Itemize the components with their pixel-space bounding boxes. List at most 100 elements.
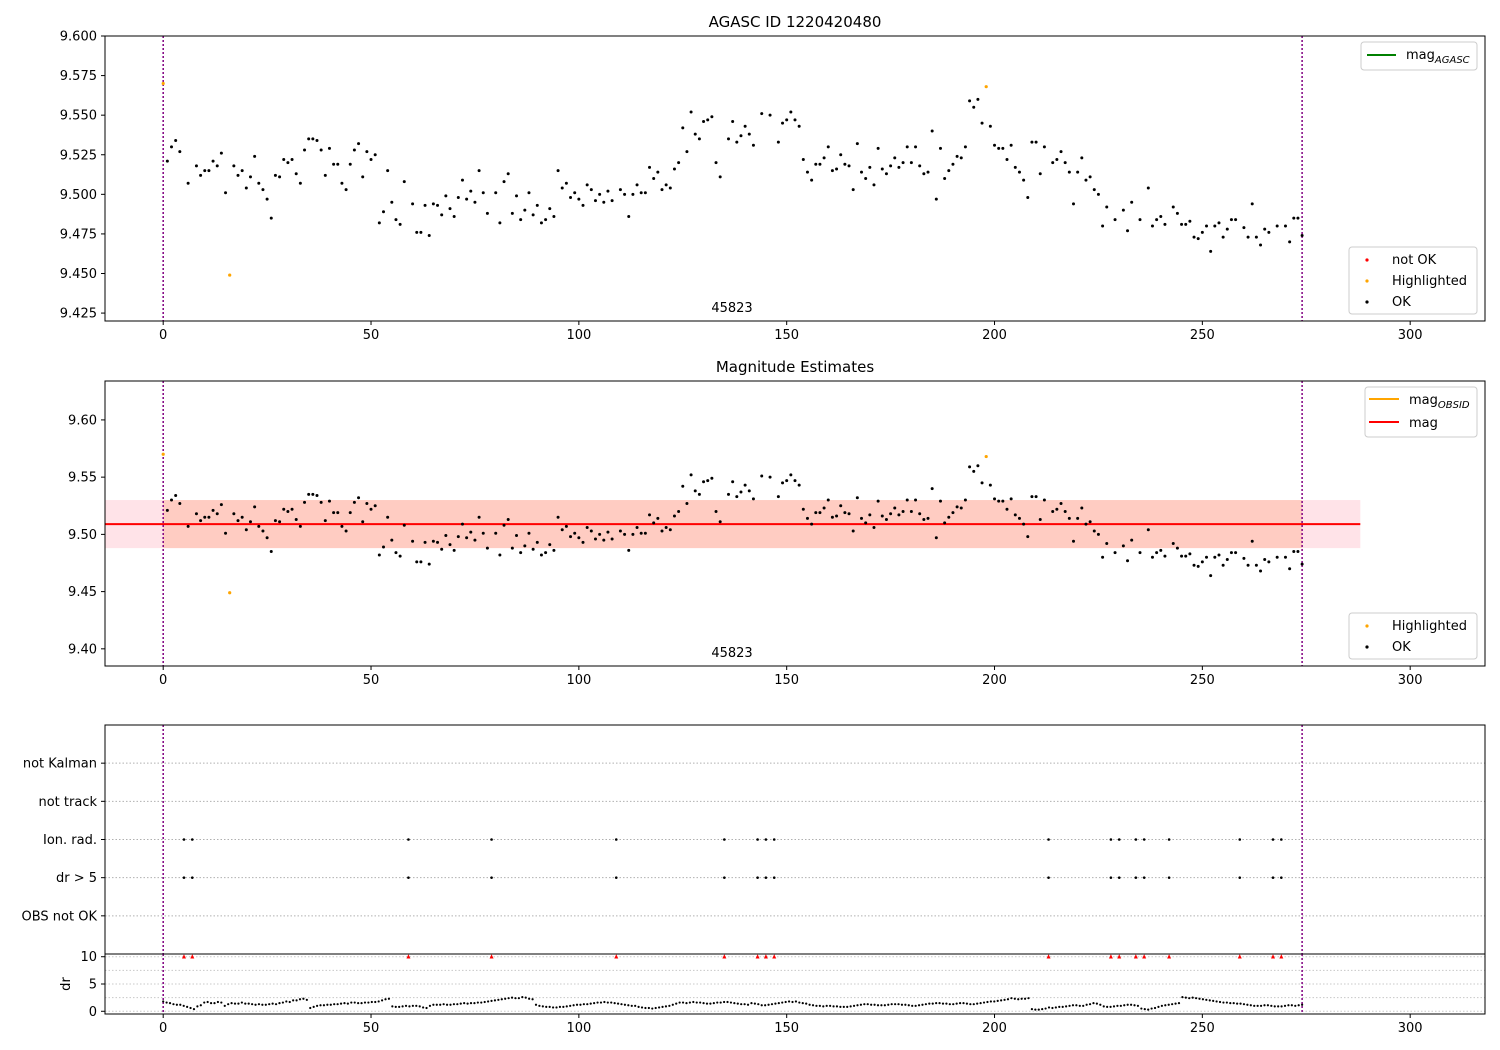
data-point-ok: [643, 191, 647, 195]
dr-point: [493, 999, 497, 1002]
data-point-ok: [178, 150, 182, 154]
dr-point: [1116, 1004, 1119, 1007]
dr-point: [1184, 996, 1187, 999]
dr-point: [729, 1001, 733, 1004]
y-tick-label: 9.425: [60, 307, 97, 322]
data-point-ok: [793, 479, 797, 483]
dr-point: [1003, 998, 1006, 1001]
data-point-ok: [1038, 172, 1042, 176]
data-point-ok: [369, 507, 373, 511]
data-point-ok: [581, 540, 585, 544]
legend-marker-ok: [1365, 300, 1369, 304]
data-point-ok: [174, 139, 178, 142]
dr-point: [1160, 1004, 1163, 1007]
flag-point: [614, 876, 618, 879]
dr-point: [811, 1004, 815, 1007]
dr-point: [237, 1002, 240, 1005]
dr-point: [305, 998, 308, 1001]
data-point-ok: [1063, 161, 1067, 165]
data-point-ok: [1055, 507, 1059, 511]
data-point-ok: [980, 481, 984, 485]
data-point-ok: [589, 188, 593, 192]
data-point-ok: [1071, 202, 1075, 206]
x-tick-label: 300: [1398, 1021, 1423, 1036]
data-point-ok: [905, 498, 909, 502]
dr-point: [1191, 996, 1194, 999]
data-point-ok: [1030, 140, 1034, 144]
dr-point: [322, 1004, 326, 1007]
data-point-ok: [473, 538, 477, 542]
y-tick-label: 10: [80, 950, 97, 965]
data-point-ok: [851, 529, 855, 533]
y-tick-label: 9.550: [60, 109, 97, 124]
dr-point: [699, 1001, 702, 1004]
dr-point: [685, 1001, 688, 1005]
data-point-ok: [677, 509, 681, 513]
data-point-ok: [793, 118, 797, 122]
flag-point: [1134, 838, 1138, 841]
data-point-ok: [352, 148, 356, 152]
dr-point: [623, 1003, 627, 1006]
data-point-ok: [523, 208, 527, 212]
dr-point: [209, 1001, 213, 1005]
data-point-ok: [1213, 555, 1217, 559]
data-point-ok: [781, 121, 785, 125]
dr-point: [945, 1002, 948, 1005]
dr-point: [298, 998, 302, 1001]
data-point-ok: [386, 515, 390, 519]
data-point-ok: [265, 197, 269, 201]
data-point-ok: [697, 137, 701, 141]
data-point-ok: [860, 170, 864, 174]
data-point-ok: [348, 162, 352, 166]
dr-clipped-marker: [190, 954, 195, 959]
dr-point: [500, 998, 503, 1001]
flag-point: [182, 876, 186, 879]
data-point-ok: [510, 546, 514, 550]
x-tick-label: 200: [982, 328, 1007, 343]
dr-point: [1232, 1001, 1235, 1005]
dr-point: [1106, 1005, 1109, 1009]
data-point-ok: [307, 137, 311, 141]
data-point-ok: [199, 173, 203, 177]
data-point-ok: [934, 536, 938, 540]
data-point-ok: [1001, 146, 1005, 150]
flag-point: [1167, 876, 1171, 879]
data-point-ok: [207, 515, 211, 519]
y-tick-label: 9.600: [60, 30, 97, 45]
data-point-ok: [997, 499, 1001, 503]
dr-point: [1246, 1003, 1249, 1006]
data-point-ok: [211, 508, 215, 512]
flag-point: [772, 838, 776, 841]
data-point-ok: [1146, 528, 1150, 532]
dr-point: [829, 1004, 832, 1007]
data-point-ok: [323, 173, 327, 177]
x-tick-label: 0: [159, 1021, 167, 1036]
data-point-ok: [290, 158, 294, 161]
dr-point: [565, 1005, 568, 1008]
dr-point: [558, 1005, 562, 1009]
flag-point: [756, 838, 759, 841]
dr-point: [883, 1004, 886, 1007]
data-point-ok: [1126, 229, 1130, 233]
data-point-ok: [860, 516, 864, 520]
data-point-ok: [938, 146, 942, 150]
dr-point: [1082, 1004, 1085, 1007]
data-point-ok: [1084, 178, 1088, 182]
data-point-ok: [843, 162, 847, 166]
flag-point: [1271, 838, 1275, 841]
data-point-ok: [710, 476, 714, 480]
data-point-ok: [714, 161, 718, 165]
data-point-ok: [760, 474, 764, 478]
flag-point: [772, 876, 776, 879]
data-point-ok: [1263, 558, 1267, 562]
data-point-ok: [460, 522, 464, 526]
data-point-ok: [577, 197, 581, 201]
data-point-ok: [390, 538, 394, 542]
data-point-ok: [1005, 158, 1009, 161]
panel-flags: OBS not OK dr > 5 Ion. rad. not track not Ka…: [22, 724, 1486, 955]
flag-point: [1047, 838, 1050, 841]
data-point-ok: [1180, 554, 1184, 558]
data-point-ok: [631, 192, 635, 196]
dr-point: [705, 1002, 709, 1005]
data-point-ok: [469, 189, 473, 193]
